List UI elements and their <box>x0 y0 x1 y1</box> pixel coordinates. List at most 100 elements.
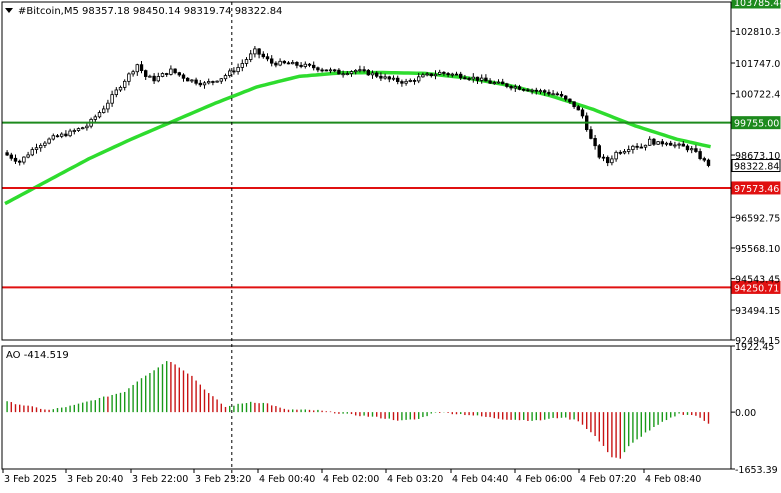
candle-body-bear <box>5 152 9 156</box>
candle-body-bull <box>643 144 648 148</box>
candle-body-bull <box>43 142 47 146</box>
candle <box>17 159 22 166</box>
candle-body-bull <box>81 127 85 130</box>
time-tick-label: 4 Feb 06:00 <box>516 474 572 485</box>
candle-body-bear <box>509 86 513 89</box>
candle <box>290 59 295 65</box>
candle <box>530 88 534 95</box>
candle-body-bear <box>694 148 698 152</box>
candle <box>139 60 144 74</box>
candle-body-bear <box>198 82 202 86</box>
candle-body-bull <box>148 75 152 78</box>
candle-body-bull <box>437 71 442 75</box>
candle <box>93 114 97 124</box>
candle-body-bear <box>652 138 656 145</box>
candle-body-bear <box>500 81 505 85</box>
candle-body-bull <box>664 142 669 145</box>
candle <box>488 78 492 85</box>
candle-body-bear <box>534 89 538 92</box>
candle <box>43 141 47 148</box>
candle-body-bear <box>362 69 366 72</box>
candle <box>328 67 333 74</box>
level-price-label: 99755.00 <box>734 119 779 130</box>
dropdown-triangle-icon[interactable] <box>5 8 13 13</box>
candle <box>185 77 190 82</box>
candle <box>652 137 656 146</box>
candle <box>664 141 669 147</box>
candle-body-bear <box>387 76 391 80</box>
candle <box>412 78 417 85</box>
time-tick-label: 3 Feb 23:20 <box>195 474 251 485</box>
candle <box>5 150 9 157</box>
candle-body-bull <box>110 94 114 104</box>
candle <box>202 81 207 89</box>
candle <box>307 62 312 68</box>
candle <box>492 80 496 85</box>
candle <box>694 144 698 153</box>
candle <box>81 126 85 130</box>
candle <box>475 76 480 85</box>
level-price-label: 97573.46 <box>734 184 779 195</box>
candle <box>240 59 244 72</box>
candle-body-bear <box>311 64 316 69</box>
candle-body-bull <box>160 73 165 77</box>
candle-body-bull <box>68 130 72 137</box>
candle <box>34 143 39 154</box>
candle-body-bear <box>324 69 328 72</box>
candle-body-bear <box>332 69 337 72</box>
candle-body-bear <box>395 77 400 82</box>
candle-body-bull <box>114 89 118 96</box>
candle <box>177 71 181 77</box>
candle-body-bull <box>135 64 139 73</box>
candle <box>404 78 408 86</box>
candle <box>437 69 442 76</box>
candle <box>538 88 543 95</box>
candle <box>219 78 223 84</box>
candle-body-bull <box>471 76 475 80</box>
candle-body-bull <box>60 133 64 137</box>
symbol-header: #Bitcoin,M5 98357.18 98450.14 98319.74 9… <box>5 6 282 17</box>
candle <box>110 90 114 107</box>
candle-body-bear <box>164 73 169 75</box>
candle-body-bear <box>55 135 60 138</box>
candle-body-bull <box>383 76 387 79</box>
candle <box>85 123 89 131</box>
candle-body-bear <box>286 62 291 65</box>
candle-body-bear <box>526 89 530 92</box>
candle <box>169 65 173 76</box>
candle-body-bear <box>143 70 148 77</box>
candle <box>131 69 135 77</box>
candle-body-bear <box>467 78 471 80</box>
candle <box>509 84 513 91</box>
candle-body-bull <box>433 73 438 77</box>
candle <box>64 130 68 138</box>
candle-body-bull <box>253 48 257 55</box>
candle <box>30 147 34 157</box>
candle <box>442 71 446 76</box>
candle <box>610 155 614 166</box>
candle-body-bull <box>76 128 81 131</box>
candle <box>387 75 391 83</box>
candle <box>526 88 530 92</box>
candle <box>76 127 81 132</box>
candle-body-bear <box>274 62 278 66</box>
candle <box>257 48 261 59</box>
candle-body-bull <box>248 53 253 60</box>
candle <box>383 73 387 80</box>
candle <box>274 61 278 68</box>
candle <box>51 133 55 141</box>
candle <box>379 72 383 81</box>
candle <box>374 71 379 79</box>
candle <box>681 140 685 147</box>
candle-body-bull <box>303 63 307 67</box>
candle-body-bear <box>505 83 509 87</box>
candle-body-bear <box>173 68 177 74</box>
price-tick-label: 93494.15 <box>735 306 780 317</box>
candle <box>564 95 568 102</box>
price-tick-label: 96592.75 <box>735 213 780 224</box>
candle <box>597 144 601 160</box>
candle-body-bear <box>601 156 606 159</box>
candle <box>148 74 152 78</box>
candle-body-bear <box>593 138 597 147</box>
candle <box>648 136 652 146</box>
